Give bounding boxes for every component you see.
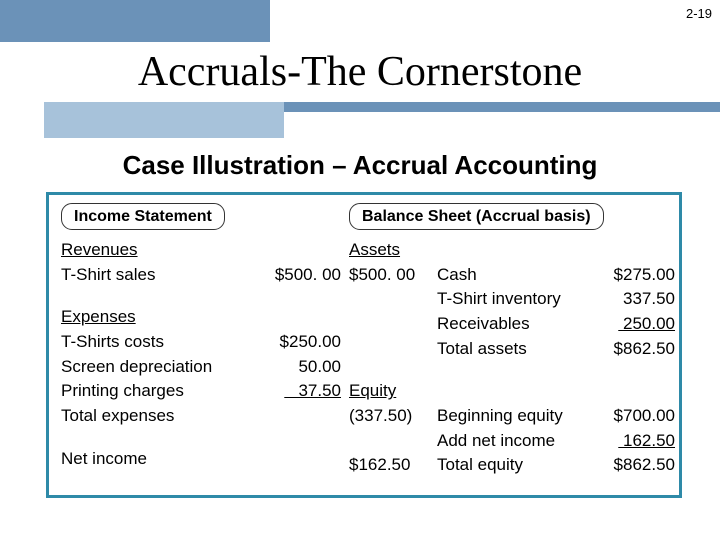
equity-row: Add net income 162.50	[349, 429, 675, 454]
expense-label: Printing charges	[61, 379, 184, 404]
asset-c1: $500. 00	[349, 263, 437, 288]
total-expenses-amount	[261, 404, 341, 429]
equity-c3: $862.50	[589, 453, 675, 478]
net-income-label: Net income	[61, 447, 147, 472]
asset-row: T-Shirt inventory 337.50	[349, 287, 675, 312]
equity-c1: (337.50)	[349, 404, 437, 429]
asset-row: Total assets $862.50	[349, 337, 675, 362]
balance-sheet-column: Balance Sheet (Accrual basis) Assets $50…	[349, 203, 675, 478]
total-expenses-label: Total expenses	[61, 404, 174, 429]
expense-amount: $250.00	[261, 330, 341, 355]
asset-c3: 337.50	[589, 287, 675, 312]
expense-label: Screen depreciation	[61, 355, 212, 380]
top-accent-bar	[0, 0, 270, 42]
revenue-row: T-Shirt sales $500. 00	[61, 263, 341, 288]
balance-sheet-header: Balance Sheet (Accrual basis)	[349, 203, 604, 230]
expense-row: Printing charges 37.50	[61, 379, 341, 404]
asset-c2: Receivables	[437, 312, 589, 337]
asset-c3: $275.00	[589, 263, 675, 288]
asset-c3: 250.00	[589, 312, 675, 337]
revenue-label: T-Shirt sales	[61, 263, 155, 288]
equity-c2: Beginning equity	[437, 404, 589, 429]
asset-row: $500. 00 Cash $275.00	[349, 263, 675, 288]
slide-subtitle: Case Illustration – Accrual Accounting	[0, 150, 720, 181]
equity-c2: Add net income	[437, 429, 589, 454]
expenses-heading: Expenses	[61, 305, 341, 330]
slide-title: Accruals-The Cornerstone	[0, 48, 720, 96]
revenues-heading: Revenues	[61, 238, 341, 263]
equity-c3: 162.50	[589, 429, 675, 454]
equity-c1: $162.50	[349, 453, 437, 478]
asset-c2: T-Shirt inventory	[437, 287, 589, 312]
title-underline-accent	[44, 102, 284, 138]
equity-c2: Total equity	[437, 453, 589, 478]
content-box: Income Statement Revenues T-Shirt sales …	[46, 192, 682, 498]
equity-row: $162.50 Total equity $862.50	[349, 453, 675, 478]
assets-heading: Assets	[349, 238, 675, 263]
expense-label: T-Shirts costs	[61, 330, 164, 355]
total-expenses-row: Total expenses	[61, 404, 341, 429]
net-income-amount	[261, 447, 341, 472]
net-income-row: Net income	[61, 447, 341, 472]
expense-amount: 50.00	[261, 355, 341, 380]
income-statement-column: Income Statement Revenues T-Shirt sales …	[61, 203, 341, 471]
asset-c2: Cash	[437, 263, 589, 288]
expense-row: T-Shirts costs $250.00	[61, 330, 341, 355]
expense-amount: 37.50	[261, 379, 341, 404]
asset-row: Receivables 250.00	[349, 312, 675, 337]
equity-row: (337.50) Beginning equity $700.00	[349, 404, 675, 429]
revenue-amount: $500. 00	[261, 263, 341, 288]
page-number: 2-19	[686, 6, 712, 21]
asset-c3: $862.50	[589, 337, 675, 362]
income-statement-header: Income Statement	[61, 203, 225, 230]
equity-c3: $700.00	[589, 404, 675, 429]
asset-c2: Total assets	[437, 337, 589, 362]
equity-heading: Equity	[349, 379, 675, 404]
expense-row: Screen depreciation 50.00	[61, 355, 341, 380]
